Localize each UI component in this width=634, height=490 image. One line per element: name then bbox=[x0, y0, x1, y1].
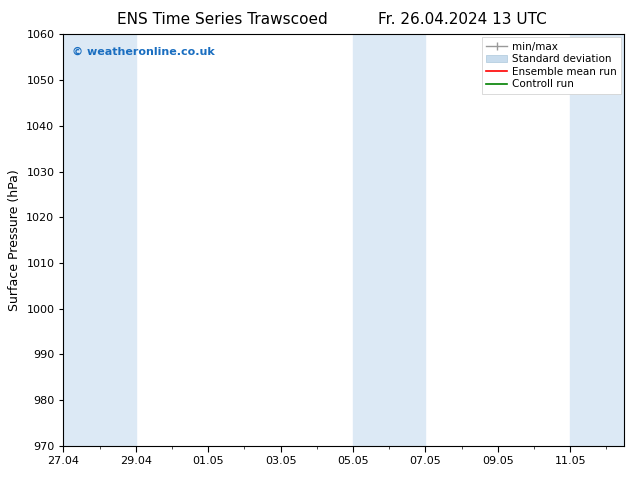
Text: Fr. 26.04.2024 13 UTC: Fr. 26.04.2024 13 UTC bbox=[378, 12, 547, 27]
Text: © weatheronline.co.uk: © weatheronline.co.uk bbox=[72, 47, 214, 57]
Legend: min/max, Standard deviation, Ensemble mean run, Controll run: min/max, Standard deviation, Ensemble me… bbox=[482, 37, 621, 94]
Text: ENS Time Series Trawscoed: ENS Time Series Trawscoed bbox=[117, 12, 327, 27]
Y-axis label: Surface Pressure (hPa): Surface Pressure (hPa) bbox=[8, 169, 21, 311]
Bar bbox=[353, 34, 425, 446]
Bar bbox=[570, 34, 624, 446]
Bar bbox=[63, 34, 136, 446]
